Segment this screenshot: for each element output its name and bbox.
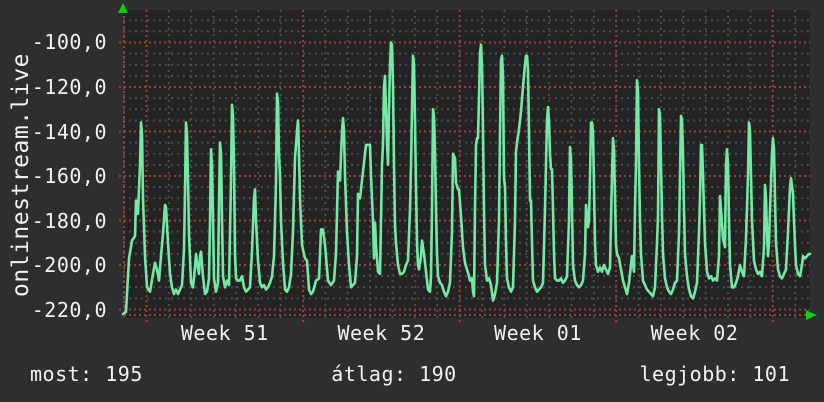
y-axis-label: -100,0	[31, 30, 107, 55]
x-axis-label: Week 01	[494, 321, 582, 345]
data-series-line	[121, 41, 812, 316]
y-axis-label: -160,0	[31, 164, 107, 189]
y-axis-label: -180,0	[31, 208, 107, 233]
x-axis-label: Week 02	[650, 321, 739, 345]
x-axis-arrow-icon	[806, 310, 817, 320]
y-axis-label: -140,0	[31, 119, 107, 144]
y-axis-label: -120,0	[31, 75, 107, 99]
y-axis-label: -200,0	[31, 253, 107, 278]
stat-most: most: 195	[30, 362, 143, 386]
stat-atlag: átlag: 190	[331, 362, 457, 386]
stat-legjobb: legjobb: 101	[639, 362, 790, 386]
x-axis-label: Week 52	[337, 321, 426, 345]
y-axis-label: -220,0	[31, 297, 107, 322]
y-axis-arrow-icon	[118, 3, 128, 13]
x-axis-label: Week 51	[180, 321, 269, 345]
